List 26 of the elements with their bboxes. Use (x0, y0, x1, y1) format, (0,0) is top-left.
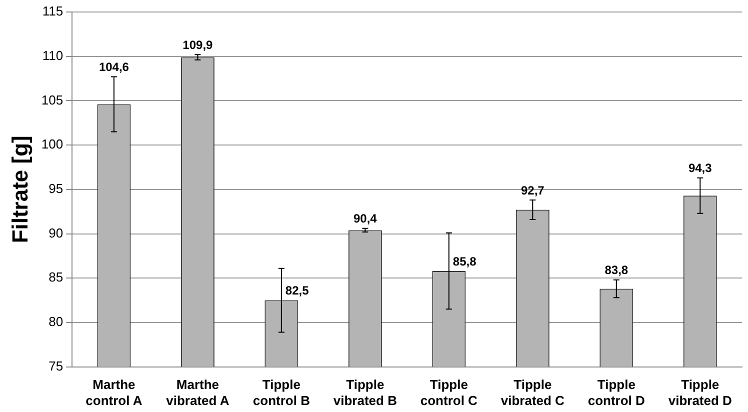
x-tick-label: Tipple control B (252, 377, 310, 408)
x-tick-label: Tipple vibrated C (500, 377, 566, 408)
y-tick-label: 110 (42, 48, 64, 63)
y-axis-title: Filtrate [g] (7, 136, 32, 244)
data-label: 82,5 (285, 284, 310, 298)
data-label: 92,7 (520, 183, 545, 198)
y-tick-label: 85 (48, 270, 64, 285)
data-label: 94,3 (688, 161, 712, 176)
data-label: 104,6 (98, 60, 130, 74)
y-tick-label: 100 (41, 136, 64, 152)
x-tick-label: Marthe control A (86, 377, 143, 408)
y-tick-label: 75 (48, 358, 64, 374)
x-tick-label: Tipple vibrated B (333, 377, 397, 408)
y-tick-label: 105 (41, 92, 64, 108)
data-label: 85,8 (452, 254, 477, 268)
data-label: 83,8 (604, 263, 628, 278)
data-label: 109,9 (182, 38, 214, 52)
y-tick-label: 90 (48, 225, 64, 240)
x-tick-label: Tipple vibrated D (668, 377, 732, 408)
x-tick-label: Marthe vibrated A (166, 377, 230, 408)
x-tick-label: Tipple control C (420, 377, 478, 408)
y-tick-label: 95 (48, 180, 64, 196)
y-tick-label: 80 (48, 314, 64, 330)
y-tick-label: 115 (42, 4, 64, 19)
data-label: 90,4 (353, 212, 378, 226)
x-tick-label: Tipple control D (588, 377, 645, 408)
